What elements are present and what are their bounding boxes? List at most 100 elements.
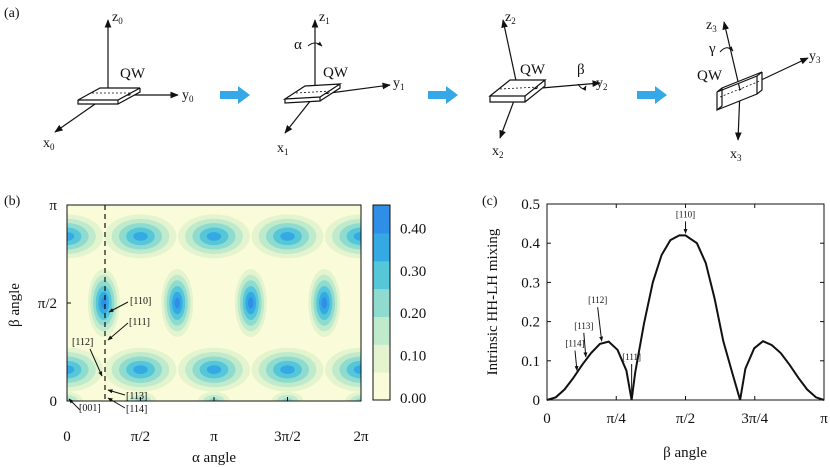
- annotations-b: [110] [111] [112] [113] [114] [001]: [68, 296, 151, 415]
- colorbar: 0.00 0.10 0.20 0.30 0.40: [372, 204, 426, 407]
- annotation-label: [110]: [676, 209, 695, 219]
- contour-level: [355, 398, 361, 401]
- angle-gamma: γ: [708, 41, 716, 57]
- colorbar-tick: 0.40: [400, 221, 426, 237]
- svg-text:y1: y1: [393, 76, 405, 92]
- colorbar-bin: [373, 260, 390, 290]
- annot-001: [001]: [79, 403, 101, 414]
- contour-level: [206, 365, 222, 375]
- x-tick-label: 3π/4: [741, 411, 768, 427]
- contour-level: [206, 231, 222, 241]
- contour-level: [101, 297, 107, 309]
- colorbar-frame: [372, 204, 391, 401]
- x-tick-label: 3π/2: [274, 429, 301, 445]
- svg-text:z2: z2: [505, 10, 516, 26]
- line-chart: 0 0.1 0.2 0.3 0.4 0.5 0 π/4 π/2 3π/4 π [114] [113] [1…: [521, 197, 828, 427]
- svg-text:z1: z1: [319, 10, 330, 26]
- x-tick-label: 0: [543, 411, 551, 427]
- contour-map: [66, 204, 362, 402]
- y-tick-label: 0.4: [521, 236, 540, 252]
- quantum-well-slab: [77, 87, 141, 105]
- annot-112: [112]: [72, 337, 93, 348]
- annot-113: [113]: [126, 391, 147, 402]
- colorbar-tick: 0.30: [400, 264, 426, 280]
- x-tick-label: 2π: [353, 429, 369, 445]
- colorbar-tick: 0.20: [400, 306, 426, 322]
- y-tick-label: π/2: [38, 296, 57, 312]
- contour-level: [353, 365, 361, 375]
- svg-text:y3: y3: [809, 49, 821, 65]
- frame-0: z0 y0 x0 QW: [43, 10, 194, 152]
- axis-y0: y0: [182, 88, 194, 104]
- axis-x0: x0: [43, 136, 55, 152]
- annotation-arrow: [574, 350, 579, 372]
- y-tick-label: 0: [50, 394, 58, 410]
- svg-text:QW: QW: [323, 65, 349, 81]
- ylabel-c: Intrinsic HH-LH mixing: [485, 228, 501, 375]
- colorbar-bin: [373, 288, 390, 317]
- ylabel-b: β angle: [7, 283, 23, 327]
- series-line: [546, 234, 825, 401]
- angle-alpha: α: [294, 37, 302, 53]
- panel-label-c: (c): [482, 194, 498, 209]
- panel-label-b: (b): [4, 194, 21, 209]
- y-tick-label: 0.5: [521, 197, 540, 213]
- angle-beta: β: [577, 62, 585, 78]
- y-tick-label: 0.2: [521, 315, 540, 331]
- contour-level: [248, 297, 254, 309]
- contour-level: [133, 365, 148, 375]
- colorbar-tick: 0.00: [400, 391, 426, 407]
- svg-text:x3: x3: [730, 147, 742, 163]
- contour-level: [321, 297, 327, 309]
- y-tick-label: 0.3: [521, 275, 540, 291]
- annot-114: [114]: [126, 404, 147, 415]
- x-tick-label: 0: [63, 429, 71, 445]
- colorbar-bin: [373, 205, 390, 234]
- xlabel-b: α angle: [192, 450, 236, 466]
- flow-arrow: [637, 86, 667, 104]
- axis-z0: z0: [112, 10, 123, 26]
- colorbar-bin: [373, 372, 390, 401]
- colorbar-bin: [373, 344, 390, 373]
- contour-level: [133, 231, 148, 241]
- annotation-label: [114]: [565, 339, 584, 349]
- contour-level: [67, 365, 75, 375]
- panel-label-a: (a): [4, 6, 20, 21]
- qw-label: QW: [120, 66, 146, 82]
- contour-level: [280, 365, 295, 375]
- colorbar-bin: [373, 232, 390, 262]
- frame-3: γ z3 y3 x3 QW: [697, 18, 821, 163]
- contour-level: [67, 231, 75, 241]
- svg-text:y2: y2: [596, 76, 608, 92]
- contour-level: [174, 297, 180, 309]
- annotation-arrow: [597, 307, 604, 342]
- y-tick-label: 0: [533, 393, 541, 409]
- annotation-label: [113]: [574, 321, 593, 331]
- x-tick-label: π/4: [607, 411, 627, 427]
- svg-text:x1: x1: [277, 141, 289, 157]
- colorbar-bin: [373, 316, 390, 345]
- annot-111: [111]: [129, 317, 150, 328]
- y-tick-label: 0.1: [521, 354, 540, 370]
- annot-110: [110]: [130, 296, 151, 307]
- annotation-label: [111]: [622, 352, 641, 362]
- x-tick-label: π: [820, 411, 828, 427]
- y-tick-label: π: [49, 198, 57, 214]
- svg-text:QW: QW: [520, 62, 546, 78]
- x-tick-label: π: [210, 429, 218, 445]
- x-tick-label: π/2: [676, 411, 695, 427]
- svg-text:z3: z3: [706, 18, 717, 34]
- frame-1: α z1 y1 x1 QW: [277, 10, 405, 157]
- svg-text:x2: x2: [492, 144, 504, 160]
- annotation-arrow: [583, 332, 588, 358]
- flow-arrow: [428, 86, 458, 104]
- contour-level: [353, 231, 361, 241]
- flow-arrow: [220, 86, 250, 104]
- xlabel-c: β angle: [663, 445, 707, 461]
- colorbar-tick: 0.10: [400, 349, 426, 365]
- x-tick-label: π/2: [131, 429, 150, 445]
- frame-2: β z2 y2 x2 QW: [488, 10, 608, 160]
- contour-level: [280, 231, 295, 241]
- annotation-label: [112]: [588, 295, 607, 305]
